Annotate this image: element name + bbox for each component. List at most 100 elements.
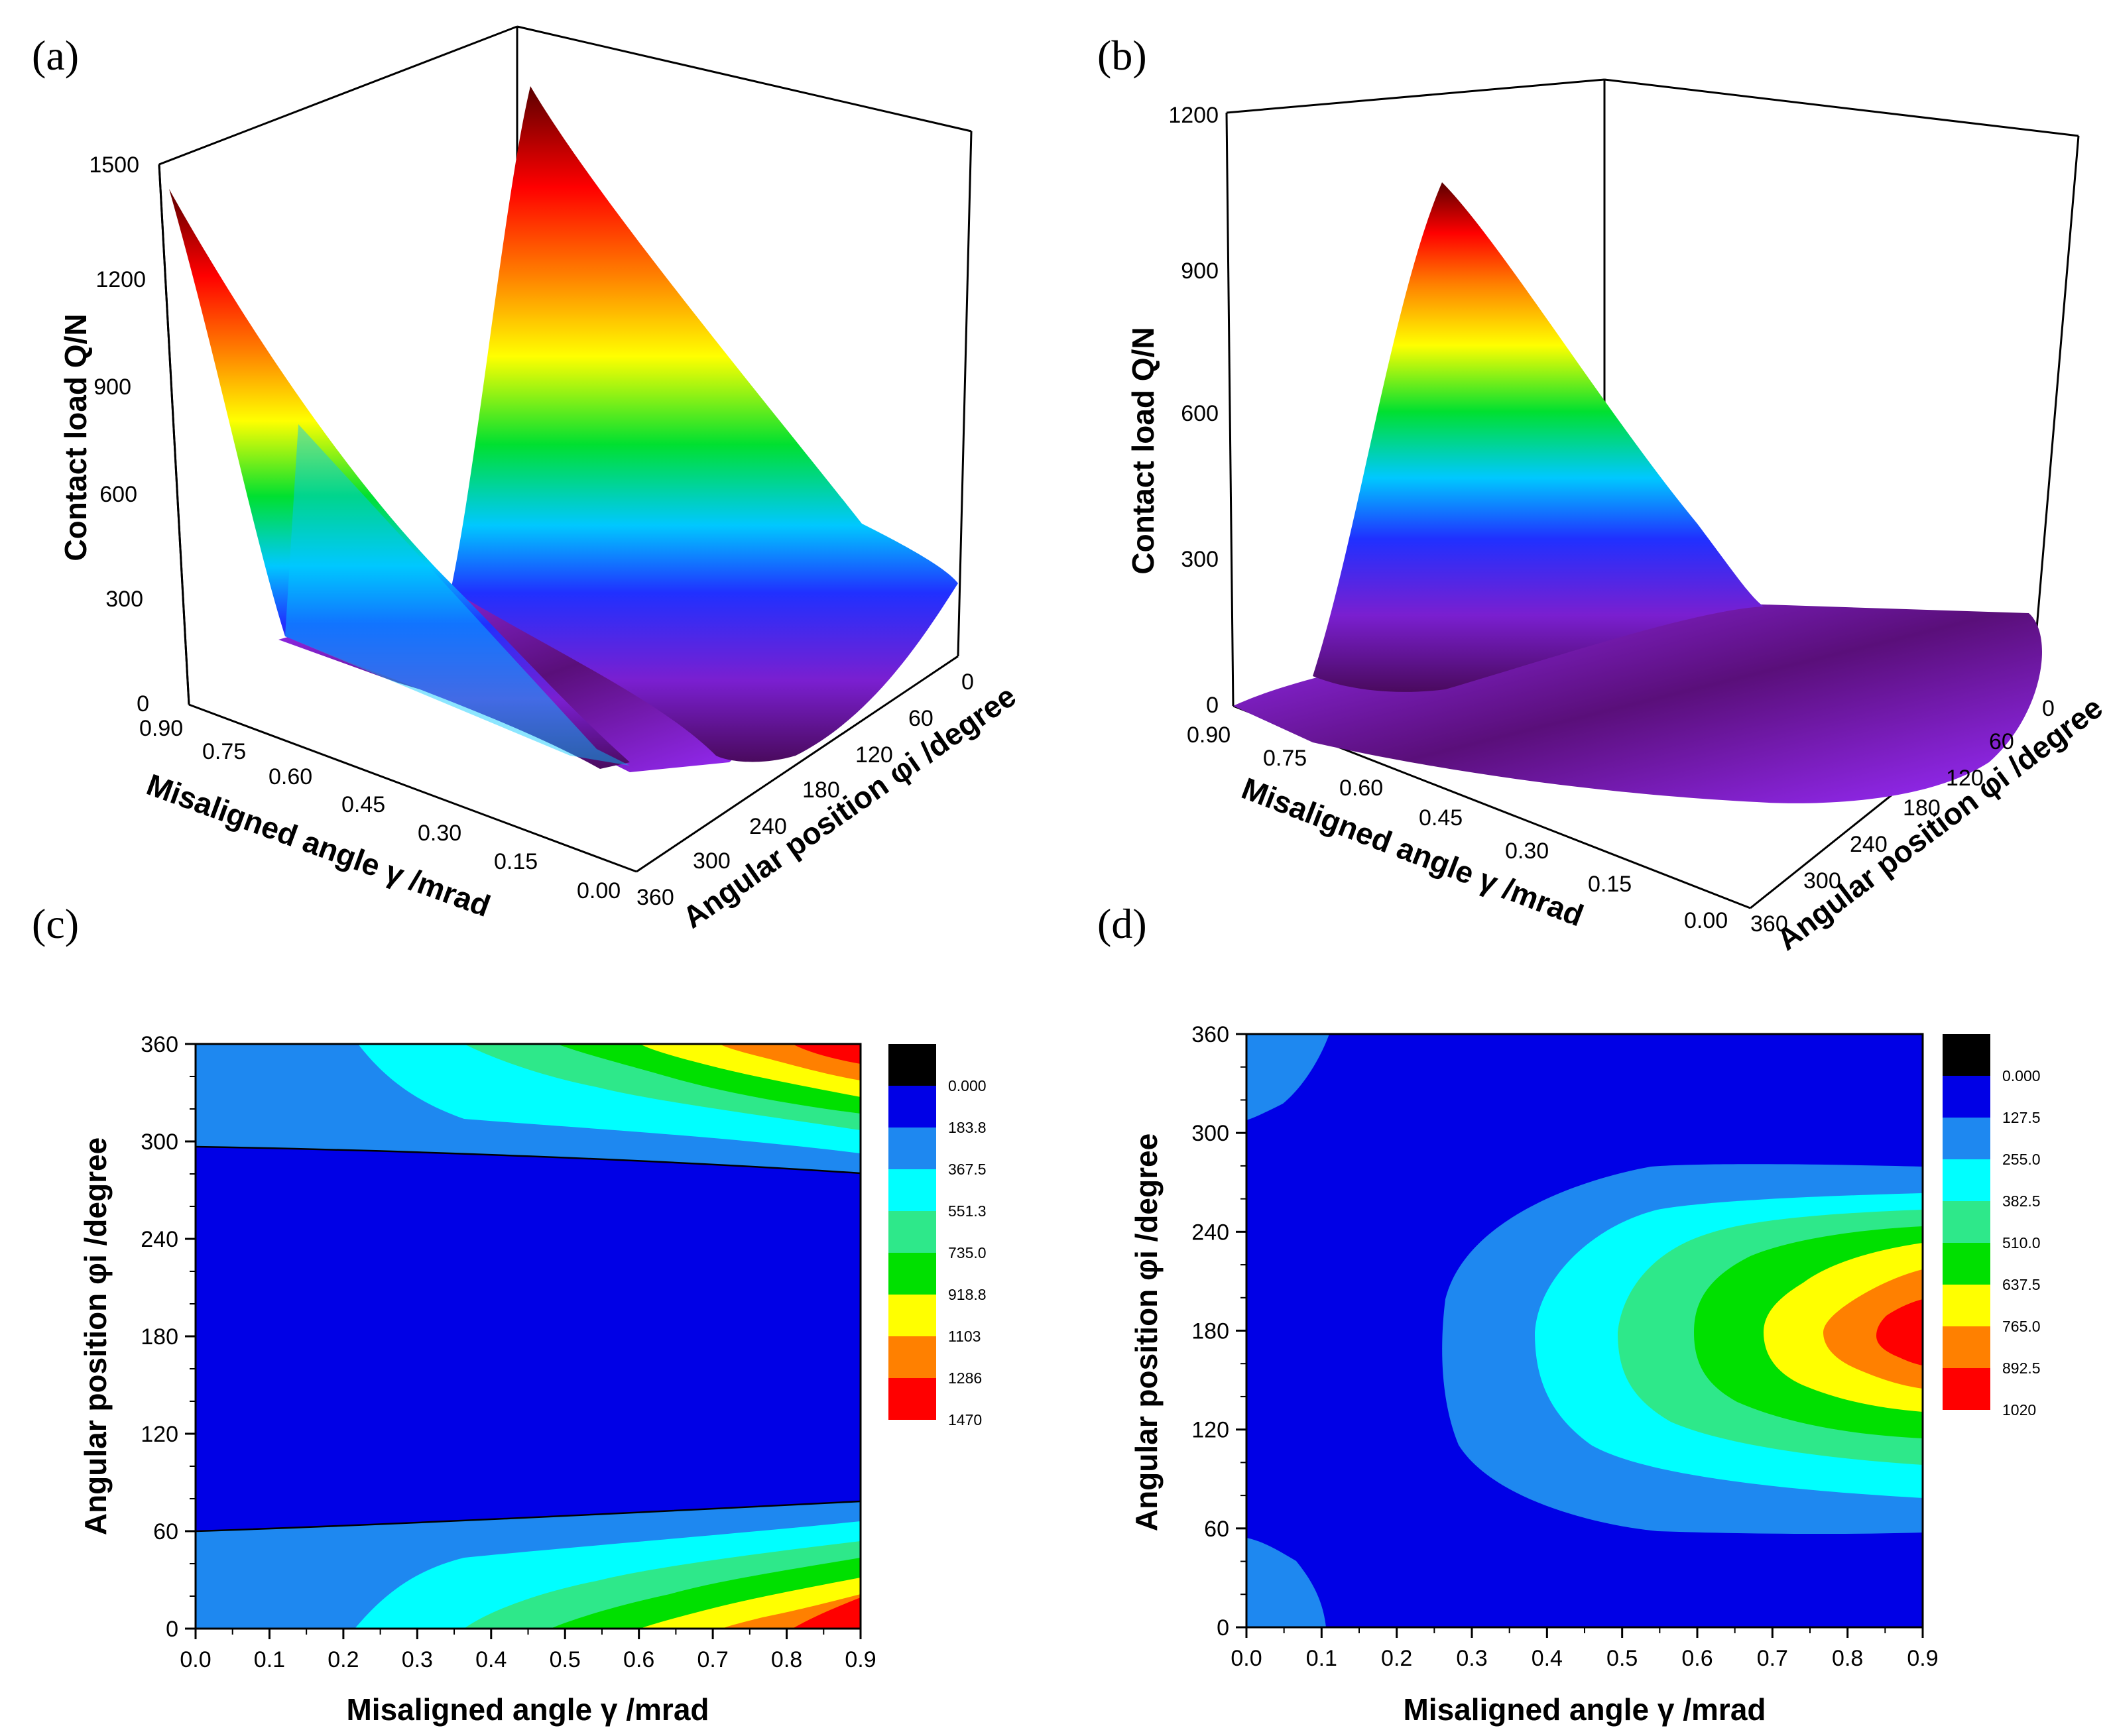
panel-a-surface bbox=[169, 86, 958, 772]
panel-a-y-tick-0: 0 bbox=[961, 669, 974, 695]
panel-c-x-tick-9: 0.9 bbox=[845, 1647, 876, 1672]
panel-a-y-tick-3: 180 bbox=[802, 778, 840, 803]
panel-d-legend-label-8: 1020 bbox=[2002, 1401, 2036, 1418]
panel-d-legend-label-4: 510.0 bbox=[2002, 1234, 2041, 1251]
panel-b-peak bbox=[1313, 182, 1764, 692]
panel-d-y-tick-2: 120 bbox=[1191, 1418, 1229, 1443]
panel-b-surface bbox=[1233, 182, 2042, 803]
panel-c-legend-label-2: 367.5 bbox=[948, 1161, 987, 1178]
panel-b-x-tick-2: 0.60 bbox=[1339, 776, 1383, 801]
panel-d-y-tick-5: 300 bbox=[1191, 1121, 1229, 1146]
panel-d-y-tick-3: 180 bbox=[1191, 1319, 1229, 1344]
panel-b-x-tick-1: 0.75 bbox=[1263, 746, 1307, 771]
panel-c-legend-label-0: 0.000 bbox=[948, 1077, 987, 1094]
panel-c-legend-swatch-4 bbox=[888, 1211, 936, 1253]
panel-b: (b) 0 300 600 900 1200 Contact load Q/N … bbox=[1097, 32, 2109, 957]
panel-c-plot bbox=[194, 1043, 862, 1630]
panel-d-corner-bottom bbox=[1246, 1538, 1326, 1627]
panel-c-x-tick-4: 0.4 bbox=[475, 1647, 507, 1672]
panel-d-legend-swatch-1 bbox=[1943, 1076, 1990, 1118]
panel-b-z-label: Contact load Q/N bbox=[1126, 327, 1160, 574]
panel-d-legend-swatch-4 bbox=[1943, 1201, 1990, 1243]
panel-d-y-tick-4: 240 bbox=[1191, 1220, 1229, 1245]
panel-d-y-tick-1: 60 bbox=[1204, 1517, 1229, 1542]
panel-b-z-tick-3: 900 bbox=[1181, 259, 1219, 284]
panel-c-y-tick-6: 360 bbox=[141, 1032, 178, 1057]
panel-a: (a) 0 300 600 900 1200 1500 Contac bbox=[32, 25, 1022, 935]
panel-b-z-tick-1: 300 bbox=[1181, 547, 1219, 572]
panel-b-x-tick-0: 0.90 bbox=[1187, 723, 1231, 748]
panel-d-x-tick-4: 0.4 bbox=[1532, 1646, 1563, 1671]
panel-d-x-tick-3: 0.3 bbox=[1456, 1646, 1487, 1671]
panel-c-y-tick-4: 240 bbox=[141, 1227, 178, 1252]
panel-b-y-tick-1: 60 bbox=[1989, 729, 2014, 754]
panel-c-legend-swatch-2 bbox=[888, 1128, 936, 1169]
panel-b-z-axis: 0 300 600 900 1200 Contact load Q/N bbox=[1126, 103, 1219, 718]
panel-d-legend-swatch-2 bbox=[1943, 1118, 1990, 1159]
panel-d-x-tick-8: 0.8 bbox=[1832, 1646, 1863, 1671]
panel-d-legend-label-5: 637.5 bbox=[2002, 1276, 2041, 1293]
panel-a-y-tick-4: 240 bbox=[749, 814, 787, 839]
panel-c-x-tick-5: 0.5 bbox=[550, 1647, 581, 1672]
panel-b-z-tick-4: 1200 bbox=[1168, 103, 1219, 128]
panel-b-y-tick-4: 240 bbox=[1850, 832, 1888, 857]
panel-d: (d) 0.0 0.1 0.2 0.3 0.4 0.5 0.6 0.7 0.8 0.9 0 60 120… bbox=[1097, 900, 2041, 1727]
panel-d-legend-label-7: 892.5 bbox=[2002, 1360, 2041, 1377]
panel-a-y-tick-2: 120 bbox=[855, 742, 893, 768]
panel-a-y-tick-5: 300 bbox=[693, 848, 731, 874]
panel-c-legend-swatch-7 bbox=[888, 1336, 936, 1378]
panel-a-x-tick-4: 0.30 bbox=[418, 821, 461, 846]
panel-b-y-tick-6: 360 bbox=[1750, 911, 1788, 937]
panel-c-x-label: Misaligned angle γ /mrad bbox=[346, 1692, 709, 1727]
panel-c-x-tick-7: 0.7 bbox=[697, 1647, 728, 1672]
panel-a-ridge bbox=[285, 424, 630, 766]
panel-d-corner-top bbox=[1246, 1034, 1329, 1120]
panel-a-x-tick-3: 0.45 bbox=[341, 792, 385, 817]
panel-c-label: (c) bbox=[32, 900, 79, 947]
panel-a-x-tick-5: 0.15 bbox=[494, 849, 538, 874]
panel-d-legend: 0.000 127.5 255.0 382.5 510.0 637.5 765.0 892.5… bbox=[1943, 1034, 2041, 1418]
panel-c-legend-swatch-8 bbox=[888, 1378, 936, 1420]
panel-c-top-boundary bbox=[195, 1145, 861, 1175]
panel-a-y-tick-6: 360 bbox=[636, 885, 674, 910]
panel-d-x-label: Misaligned angle γ /mrad bbox=[1403, 1692, 1766, 1727]
panel-d-x-tick-1: 0.1 bbox=[1306, 1646, 1337, 1671]
panel-c-x-tick-1: 0.1 bbox=[254, 1647, 285, 1672]
panel-c-y-tick-2: 120 bbox=[141, 1422, 178, 1447]
panel-d-axes: 0.0 0.1 0.2 0.3 0.4 0.5 0.6 0.7 0.8 0.9 0 60 120 180 2… bbox=[1191, 1022, 1938, 1671]
panel-a-x-tick-1: 0.75 bbox=[202, 739, 246, 764]
panel-d-x-tick-0: 0.0 bbox=[1231, 1646, 1262, 1671]
panel-d-legend-label-6: 765.0 bbox=[2002, 1318, 2041, 1335]
panel-c-legend: 0.000 183.8 367.5 551.3 735.0 918.8 1103 1286 14… bbox=[888, 1044, 987, 1428]
panel-c-top-band-7 bbox=[792, 1044, 861, 1064]
panel-d-y-label: Angular position φi /degree bbox=[1129, 1133, 1164, 1531]
panel-a-x-tick-0: 0.90 bbox=[139, 716, 183, 741]
panel-c: (c) 0.0 0.1 0.2 0.3 0.4 0.5 0.6 0.7 0.8 0.9 0 60 120… bbox=[32, 900, 987, 1727]
panel-d-legend-swatch-3 bbox=[1943, 1159, 1990, 1201]
panel-c-legend-swatch-1 bbox=[888, 1086, 936, 1128]
panel-c-legend-swatch-0 bbox=[888, 1044, 936, 1086]
panel-c-legend-label-7: 1286 bbox=[948, 1369, 982, 1387]
panel-c-x-tick-0: 0.0 bbox=[180, 1647, 211, 1672]
panel-c-x-tick-6: 0.6 bbox=[623, 1647, 654, 1672]
panel-a-left-peak bbox=[169, 189, 630, 769]
panel-d-x-tick-5: 0.5 bbox=[1606, 1646, 1638, 1671]
panel-a-z-tick-0: 0 bbox=[137, 691, 149, 717]
panel-d-x-tick-2: 0.2 bbox=[1381, 1646, 1412, 1671]
panel-b-y-tick-3: 180 bbox=[1903, 795, 1941, 821]
panel-c-legend-swatch-6 bbox=[888, 1295, 936, 1336]
panel-c-x-tick-8: 0.8 bbox=[771, 1647, 802, 1672]
panel-a-x-axis: 0.90 0.75 0.60 0.45 0.30 0.15 0.00 Misal… bbox=[139, 716, 621, 923]
panel-b-label: (b) bbox=[1097, 32, 1147, 79]
panel-d-x-tick-6: 0.6 bbox=[1681, 1646, 1713, 1671]
panel-a-z-tick-2: 600 bbox=[99, 482, 137, 507]
panel-a-x-tick-6: 0.00 bbox=[577, 878, 621, 903]
panel-c-y-tick-1: 60 bbox=[153, 1519, 178, 1544]
panel-d-label: (d) bbox=[1097, 900, 1147, 947]
panel-d-legend-swatch-0 bbox=[1943, 1034, 1990, 1076]
panel-b-x-tick-6: 0.00 bbox=[1684, 908, 1728, 933]
panel-c-bottom-band-7 bbox=[792, 1597, 861, 1629]
panel-d-y-tick-0: 0 bbox=[1217, 1615, 1229, 1641]
panel-a-z-tick-1: 300 bbox=[105, 587, 143, 612]
